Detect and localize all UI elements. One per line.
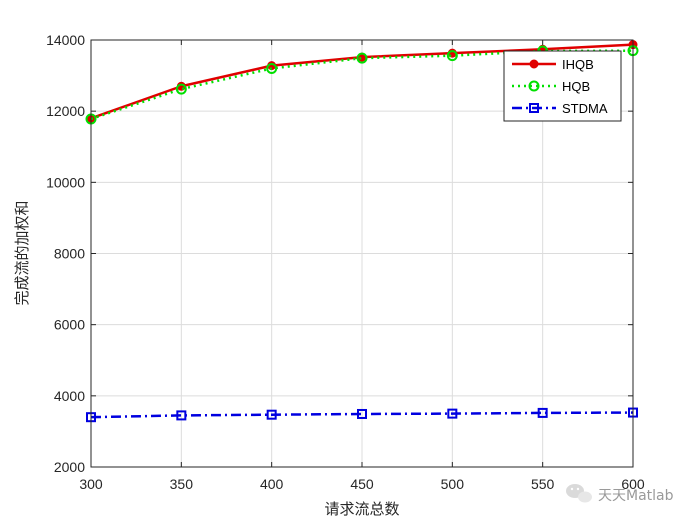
x-tick-label: 350	[170, 476, 194, 492]
watermark-text: 天天Matlab	[598, 488, 674, 504]
legend-marker-hqb	[528, 80, 540, 92]
data-point-stdma	[266, 409, 277, 420]
y-tick-label: 12000	[46, 103, 85, 119]
x-tick-label: 500	[441, 476, 465, 492]
legend-label-hqb: HQB	[562, 79, 590, 94]
y-tick-label: 6000	[54, 317, 85, 333]
data-point-hqb	[356, 52, 368, 64]
legend-label-stdma: STDMA	[562, 101, 608, 116]
x-tick-label: 450	[350, 476, 374, 492]
data-point-stdma	[447, 408, 458, 419]
legend-entry-hqb: HQB	[512, 79, 590, 94]
legend-label-ihqb: IHQB	[562, 57, 594, 72]
data-point-hqb	[266, 62, 278, 74]
x-axis-label: 请求流总数	[324, 500, 399, 518]
x-tick-label: 550	[531, 476, 555, 492]
data-point-hqb	[446, 50, 458, 62]
data-point-stdma	[357, 408, 367, 419]
x-tick-label: 400	[260, 476, 284, 492]
wechat-icon	[566, 484, 592, 503]
legend-marker-stdma	[529, 103, 539, 113]
data-point-stdma	[176, 410, 187, 421]
y-axis-label: 完成流的加权和	[13, 200, 31, 305]
x-tick-label: 300	[79, 476, 103, 492]
watermark: 天天Matlab	[566, 484, 674, 504]
legend-entry-ihqb: IHQB	[512, 57, 594, 72]
y-tick-label: 10000	[46, 174, 85, 190]
y-tick-label: 2000	[54, 459, 85, 475]
legend-entry-stdma: STDMA	[512, 101, 608, 116]
y-axis-ticks: 2000 4000 6000 8000 10000 12000 14000	[46, 32, 633, 475]
x-axis-ticks: 300 350 400 450 500 550 600	[79, 40, 645, 492]
x-tick-label: 600	[621, 476, 645, 492]
y-tick-label: 4000	[54, 388, 85, 404]
data-point-hqb	[175, 83, 187, 95]
y-tick-label: 14000	[46, 32, 85, 48]
y-tick-label: 8000	[54, 246, 85, 262]
data-point-stdma	[537, 407, 548, 418]
legend-box	[503, 50, 622, 122]
legend-marker-ihqb	[529, 59, 539, 69]
legend: IHQB HQB STDMA	[503, 50, 622, 122]
